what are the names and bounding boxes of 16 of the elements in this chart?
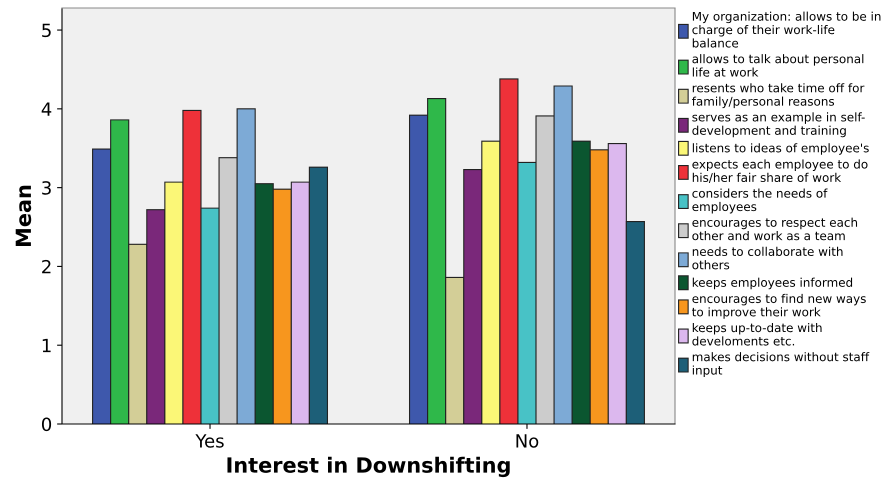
y-tick-label: 2 <box>42 260 50 274</box>
legend-label: keeps up-to-date with develoments etc. <box>692 322 822 346</box>
y-tick-label: 1 <box>42 338 51 352</box>
legend-label: keeps employees informed <box>692 278 852 290</box>
y-tick-label: 3 <box>42 181 51 195</box>
legend-label: listens to ideas of employee's <box>692 143 869 155</box>
y-axis-title: Mean <box>16 186 32 246</box>
y-tick-label: 4 <box>42 102 52 116</box>
x-tick-label: No <box>516 434 538 448</box>
y-tick-label: 5 <box>42 24 51 38</box>
legend-label: makes decisions without staff input <box>692 352 870 378</box>
x-tick-label: Yes <box>195 434 224 448</box>
x-axis-title: Interest in Downshifting <box>227 456 510 478</box>
legend-label: needs to collaborate with others <box>692 246 842 270</box>
legend-label: serves as an example in self- development and training <box>692 112 865 138</box>
y-tick-label: 0 <box>42 417 52 432</box>
